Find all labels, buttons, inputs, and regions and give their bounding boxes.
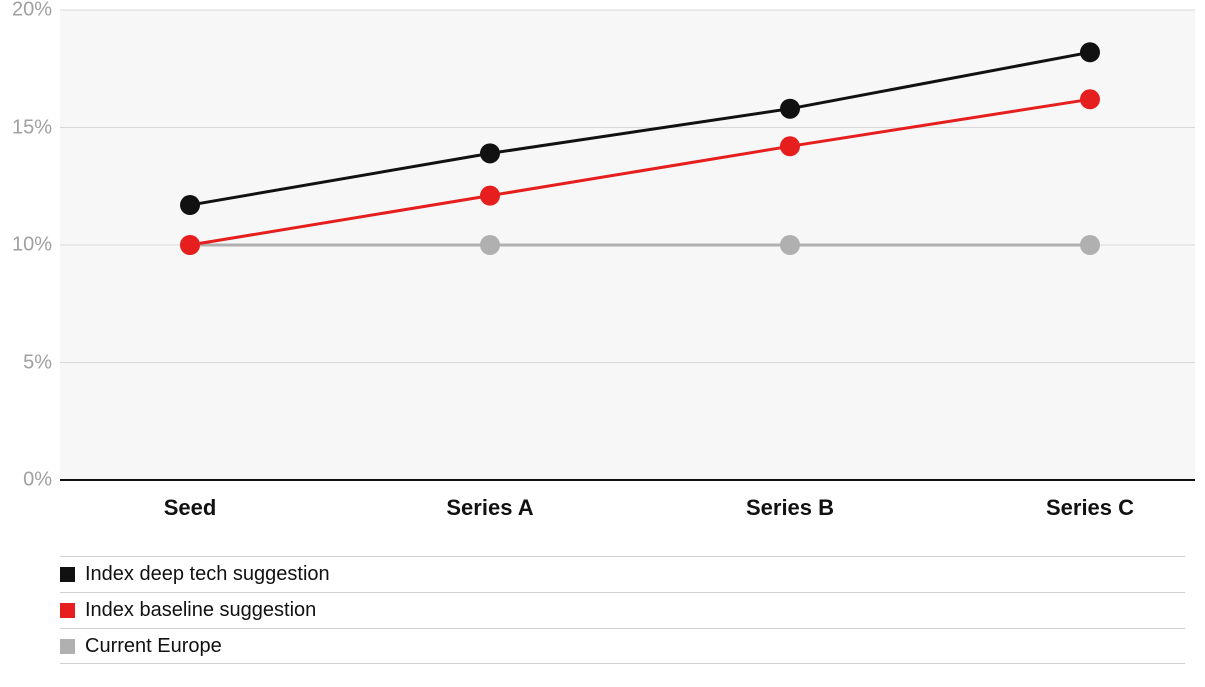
series-marker-deep_tech bbox=[180, 195, 200, 215]
legend-label: Index deep tech suggestion bbox=[85, 563, 330, 586]
y-tick-label: 5% bbox=[0, 351, 52, 374]
series-marker-current_europe bbox=[780, 235, 800, 255]
x-tick-label: Series C bbox=[1046, 495, 1134, 521]
legend-item-current_europe: Current Europe bbox=[60, 628, 1185, 664]
series-marker-baseline bbox=[780, 136, 800, 156]
legend-label: Index baseline suggestion bbox=[85, 599, 316, 622]
legend-item-baseline: Index baseline suggestion bbox=[60, 592, 1185, 628]
series-marker-baseline bbox=[480, 186, 500, 206]
y-tick-label: 15% bbox=[0, 116, 52, 139]
legend-swatch-icon bbox=[60, 567, 75, 582]
series-marker-deep_tech bbox=[480, 143, 500, 163]
series-marker-deep_tech bbox=[1080, 42, 1100, 62]
series-marker-current_europe bbox=[480, 235, 500, 255]
y-tick-label: 10% bbox=[0, 234, 52, 257]
legend-swatch-icon bbox=[60, 639, 75, 654]
series-marker-deep_tech bbox=[780, 99, 800, 119]
series-marker-baseline bbox=[1080, 89, 1100, 109]
line-chart bbox=[0, 0, 1205, 490]
chart-container: 0% 5% 10% 15% 20% Seed Series A Series B Series … bbox=[0, 0, 1205, 687]
x-tick-label: Series B bbox=[746, 495, 834, 521]
legend-swatch-icon bbox=[60, 603, 75, 618]
series-marker-baseline bbox=[180, 235, 200, 255]
legend-label: Current Europe bbox=[85, 635, 222, 658]
legend: Index deep tech suggestion Index baseline… bbox=[60, 556, 1185, 664]
x-tick-label: Series A bbox=[446, 495, 533, 521]
y-tick-label: 20% bbox=[0, 0, 52, 22]
legend-item-deep_tech: Index deep tech suggestion bbox=[60, 556, 1185, 592]
x-tick-label: Seed bbox=[164, 495, 217, 521]
y-tick-label: 0% bbox=[0, 469, 52, 492]
series-marker-current_europe bbox=[1080, 235, 1100, 255]
